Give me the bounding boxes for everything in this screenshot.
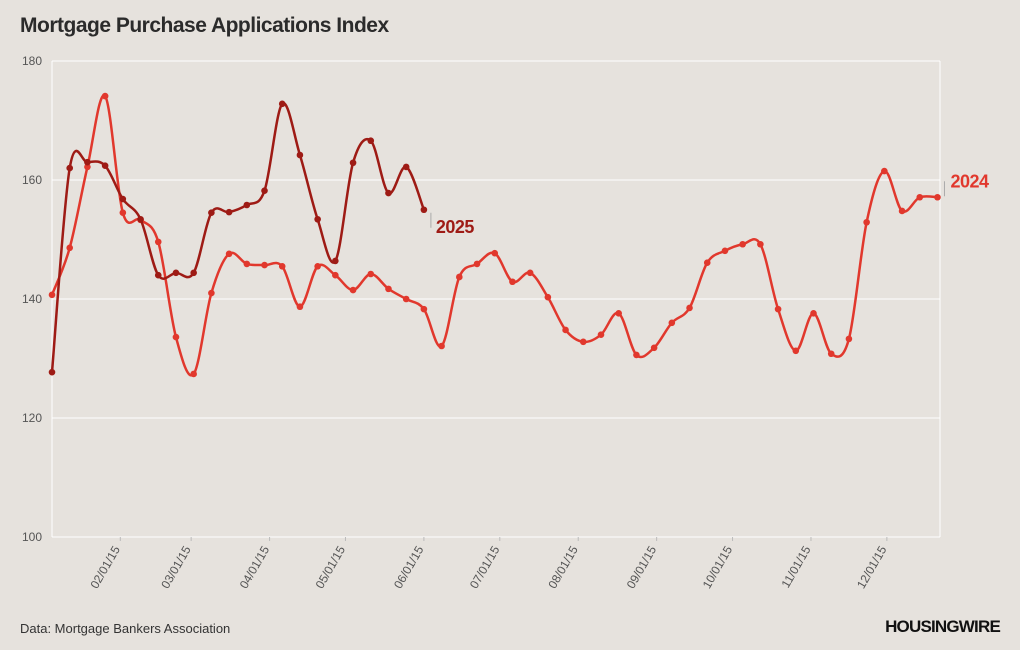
data-point	[898, 207, 906, 215]
x-tick-label: 06/01/15	[391, 543, 427, 591]
x-tick-label: 11/01/15	[779, 543, 814, 590]
data-point	[526, 269, 534, 277]
data-point	[314, 262, 321, 270]
data-point	[243, 260, 251, 268]
series-label: 2025	[436, 217, 475, 237]
data-point	[101, 92, 109, 100]
data-point	[579, 338, 587, 346]
data-point	[774, 305, 782, 313]
data-point	[101, 162, 109, 170]
data-point	[633, 351, 640, 359]
data-point	[668, 319, 676, 327]
series-label: 2024	[950, 171, 989, 191]
data-point	[296, 151, 304, 159]
data-point	[349, 286, 357, 294]
data-point	[810, 309, 817, 317]
data-point	[278, 262, 286, 270]
data-point	[686, 304, 693, 312]
data-point	[544, 293, 552, 301]
data-point	[916, 193, 924, 201]
data-point	[367, 270, 375, 278]
data-point	[863, 218, 870, 226]
source-note: Data: Mortgage Bankers Association	[20, 621, 230, 636]
x-tick-label: 10/01/15	[700, 543, 736, 591]
chart-title: Mortgage Purchase Applications Index	[20, 14, 389, 37]
data-point	[261, 187, 268, 195]
data-point	[66, 164, 74, 172]
y-tick-label: 180	[22, 54, 42, 68]
data-point	[154, 238, 162, 246]
data-point	[562, 326, 569, 334]
y-tick-label: 140	[22, 292, 42, 306]
data-point	[243, 201, 251, 209]
data-point	[48, 368, 56, 376]
x-tick-label: 12/01/15	[854, 543, 890, 591]
data-point	[881, 167, 888, 175]
data-point	[84, 158, 91, 166]
data-point	[172, 269, 180, 277]
data-point	[119, 195, 127, 203]
data-point	[48, 291, 56, 299]
data-point	[934, 193, 941, 201]
data-point	[119, 209, 127, 217]
data-point	[137, 215, 144, 223]
series-line	[50, 94, 938, 377]
data-point	[615, 309, 623, 317]
data-point	[420, 206, 428, 214]
data-point	[66, 244, 74, 252]
data-point	[456, 273, 463, 281]
data-point	[190, 370, 197, 378]
data-point	[349, 159, 357, 167]
data-point	[208, 209, 215, 217]
data-point	[190, 269, 197, 277]
data-point	[509, 278, 516, 286]
y-tick-label: 160	[22, 173, 42, 187]
data-point	[721, 247, 729, 255]
data-point	[278, 100, 286, 108]
data-point	[845, 335, 853, 343]
data-point	[225, 208, 233, 216]
data-point	[827, 350, 835, 358]
data-point	[332, 271, 339, 279]
data-point	[739, 240, 746, 248]
data-point	[84, 163, 91, 171]
data-point	[208, 289, 215, 297]
data-point	[385, 189, 392, 197]
x-tick-label: 03/01/15	[158, 543, 194, 591]
y-tick-label: 100	[22, 530, 42, 544]
data-point	[402, 163, 410, 171]
x-tick-label: 02/01/15	[87, 543, 123, 591]
series-line	[50, 102, 426, 373]
data-point	[402, 295, 410, 303]
x-tick-label: 07/01/15	[467, 543, 503, 591]
x-tick-label: 08/01/15	[545, 543, 581, 591]
brand-logo: HOUSINGWIRE	[885, 617, 1000, 636]
data-point	[703, 259, 711, 267]
data-point	[438, 342, 445, 350]
x-tick-label: 09/01/15	[624, 543, 660, 591]
data-point	[261, 261, 268, 269]
data-point	[597, 331, 605, 339]
data-point	[314, 215, 321, 223]
data-point	[792, 347, 800, 355]
data-point	[420, 305, 428, 313]
data-point	[172, 333, 180, 341]
data-point	[491, 249, 499, 257]
data-point	[385, 285, 392, 293]
x-tick-label: 05/01/15	[313, 543, 349, 591]
data-point	[650, 344, 658, 352]
data-point	[225, 250, 233, 258]
data-point	[757, 240, 764, 248]
data-point	[367, 137, 375, 145]
x-tick-label: 04/01/15	[237, 543, 273, 591]
data-point	[473, 260, 481, 268]
y-tick-label: 120	[22, 411, 42, 425]
data-point	[296, 303, 304, 311]
data-point	[332, 257, 339, 265]
data-point	[154, 271, 162, 279]
